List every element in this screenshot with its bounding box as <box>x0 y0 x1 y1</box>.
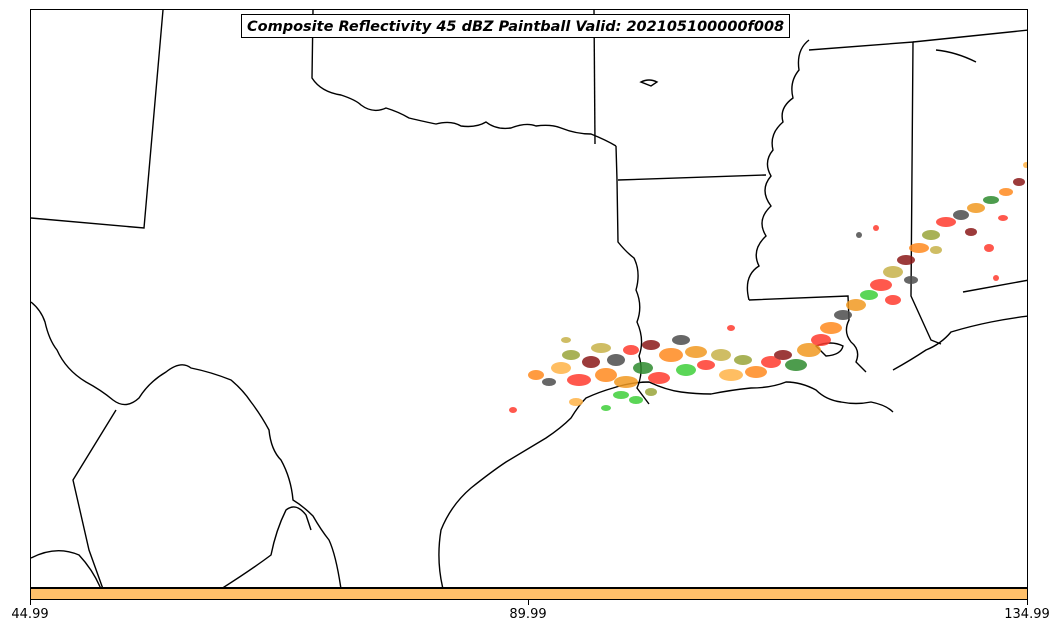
storm-cell <box>860 290 878 300</box>
storm-cell <box>785 359 807 371</box>
storm-cell <box>897 255 915 265</box>
storm-cell <box>983 196 999 204</box>
storm-cell <box>885 295 901 305</box>
colorbar <box>30 588 1028 600</box>
map-canvas <box>31 10 1027 587</box>
storm-cell <box>659 348 683 362</box>
storm-cell <box>613 391 629 399</box>
storm-cell <box>999 188 1013 196</box>
lake-guntersville <box>935 49 977 63</box>
boundary-la-ms <box>748 295 867 373</box>
storm-cell <box>569 398 583 406</box>
storm-cell <box>629 396 643 404</box>
storm-cell <box>909 243 929 253</box>
storm-cell <box>936 217 956 227</box>
storm-cell <box>528 370 544 380</box>
storm-cell <box>904 276 918 284</box>
lake-small <box>639 79 659 87</box>
storm-cell <box>601 405 611 411</box>
storm-cell <box>797 343 821 357</box>
storm-cell <box>870 279 892 291</box>
storm-cell <box>761 356 781 368</box>
colorbar-tick-label-min: 44.99 <box>11 607 49 622</box>
storm-cell <box>922 230 940 240</box>
storm-cell <box>811 334 831 346</box>
storm-cell <box>562 350 580 360</box>
storm-cell <box>672 335 690 345</box>
storm-cell <box>734 355 752 365</box>
storm-cell <box>591 343 611 353</box>
storm-cell <box>551 362 571 374</box>
colorbar-tick-label-mid: 89.99 <box>509 607 547 622</box>
map-panel <box>30 9 1028 588</box>
storm-cell <box>993 275 999 281</box>
boundary-al-fl <box>962 279 1027 293</box>
storm-cell <box>561 337 571 343</box>
storm-cell <box>642 340 660 350</box>
storm-cell <box>648 372 670 384</box>
state-boundaries <box>31 10 1027 587</box>
storm-cell <box>542 378 556 386</box>
boundary-mexico-state-1 <box>72 409 117 587</box>
storm-cell <box>1023 162 1027 168</box>
storm-cell <box>965 228 977 236</box>
storm-cell <box>873 225 879 231</box>
storm-cell <box>697 360 715 370</box>
storm-cell <box>998 215 1008 221</box>
boundary-tn <box>912 29 1027 43</box>
storm-cell <box>595 368 617 382</box>
boundary-sabine <box>615 145 650 405</box>
storm-cell <box>745 366 767 378</box>
coastline-gulf <box>438 381 894 587</box>
storm-cell <box>711 349 731 361</box>
storm-cell <box>645 388 657 396</box>
storm-cell <box>607 354 625 366</box>
storm-cell <box>567 374 591 386</box>
boundary-ar-la <box>617 174 767 181</box>
paintball-reflectivity <box>509 162 1027 413</box>
boundary-mexico-state-3 <box>222 506 312 587</box>
storm-cell <box>820 322 842 334</box>
storm-cell <box>1013 178 1025 186</box>
storm-cell <box>834 310 852 320</box>
boundary-ms-al <box>808 41 942 345</box>
storm-cell <box>727 325 735 331</box>
storm-cell <box>846 299 866 311</box>
storm-cell <box>953 210 969 220</box>
storm-cell <box>984 244 994 252</box>
boundary-rio-grande <box>31 301 342 587</box>
colorbar-tick <box>30 600 31 605</box>
boundary-mississippi-river <box>746 39 810 301</box>
boundary-mexico-state-2 <box>31 550 101 587</box>
storm-cell <box>685 346 707 358</box>
colorbar-tick-label-max: 134.99 <box>1004 607 1050 622</box>
coastline-florida <box>892 315 1027 371</box>
colorbar-tick <box>528 600 529 605</box>
storm-cell <box>883 266 903 278</box>
storm-cell <box>967 203 985 213</box>
storm-cell <box>774 350 792 360</box>
storm-cell <box>509 407 517 413</box>
storm-cell <box>856 232 862 238</box>
boundary-nm-co <box>31 10 164 229</box>
boundary-red-river <box>311 10 617 147</box>
storm-cell <box>633 362 653 374</box>
storm-cell <box>582 356 600 368</box>
storm-cell <box>676 364 696 376</box>
colorbar-tick <box>1027 600 1028 605</box>
map-title: Composite Reflectivity 45 dBZ Paintball … <box>241 14 791 38</box>
storm-cell <box>614 376 638 388</box>
storm-cell <box>930 246 942 254</box>
storm-cell <box>623 345 639 355</box>
storm-cell <box>719 369 743 381</box>
